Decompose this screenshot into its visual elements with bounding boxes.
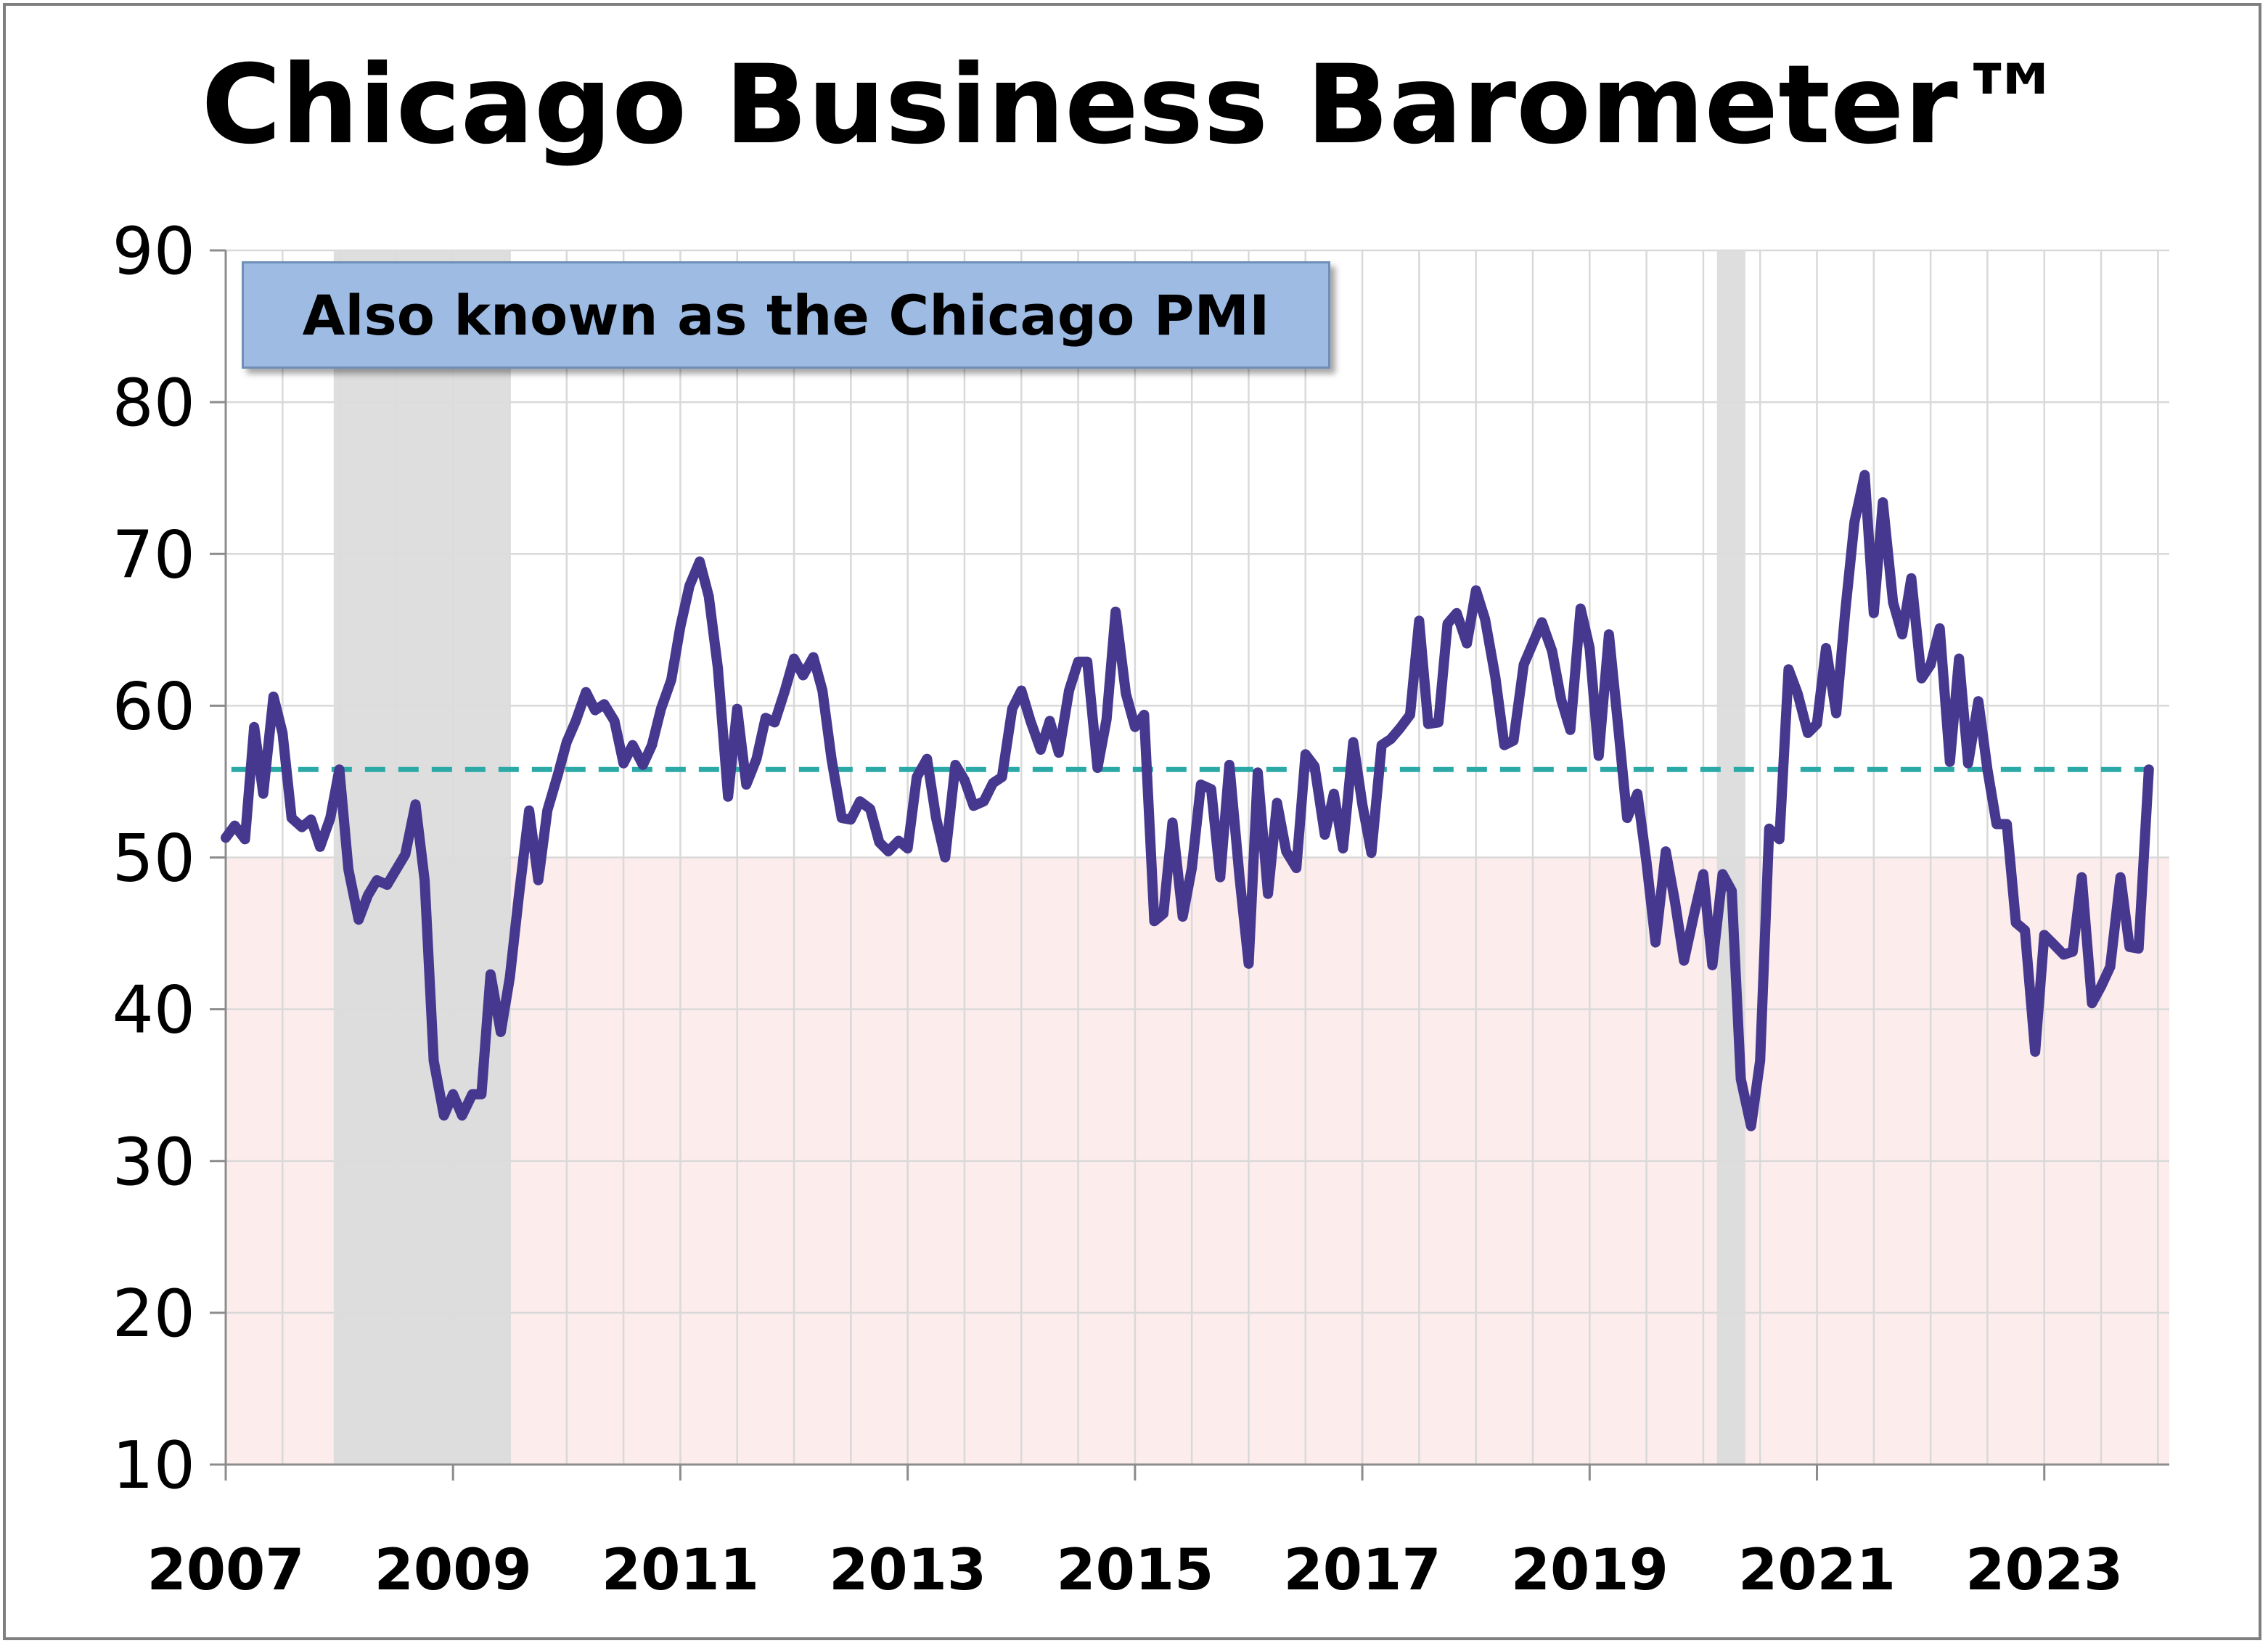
chart-title: Chicago Business Barometer™ [201,42,2067,168]
x-tick-label: 2011 [602,1538,759,1603]
y-tick-label: 40 [112,973,195,1049]
y-tick-label: 30 [112,1124,195,1200]
x-tick-label: 2013 [829,1538,986,1603]
y-tick-label: 80 [112,365,195,441]
x-tick-label: 2023 [1965,1538,2123,1603]
axes [210,249,2169,1481]
x-tick-label: 2007 [147,1538,304,1603]
y-tick-labels: 10 20 30 40 50 60 70 80 90 [112,213,195,1504]
y-tick-label: 10 [112,1428,195,1504]
x-tick-label: 2015 [1056,1538,1213,1603]
x-tick-label: 2017 [1284,1538,1441,1603]
x-tick-labels: 2007 2009 2011 2013 2015 2017 2019 2021 2023 [147,1538,2123,1603]
y-tick-label: 50 [112,821,195,897]
annotation-box: Also known as the Chicago PMI [242,261,1330,369]
series-layer [221,470,2154,1131]
recession-band [1716,250,1745,1465]
y-tick-label: 70 [112,517,195,593]
x-tick-label: 2019 [1511,1538,1669,1603]
series-line [221,470,2154,1131]
y-tick-label: 90 [112,213,195,290]
x-tick-label: 2009 [374,1538,532,1603]
chart-frame [3,3,2261,1640]
y-tick-label: 20 [112,1276,195,1352]
x-tick-label: 2021 [1738,1538,1896,1603]
gridlines [224,249,2169,1466]
y-tick-label: 60 [112,668,195,745]
